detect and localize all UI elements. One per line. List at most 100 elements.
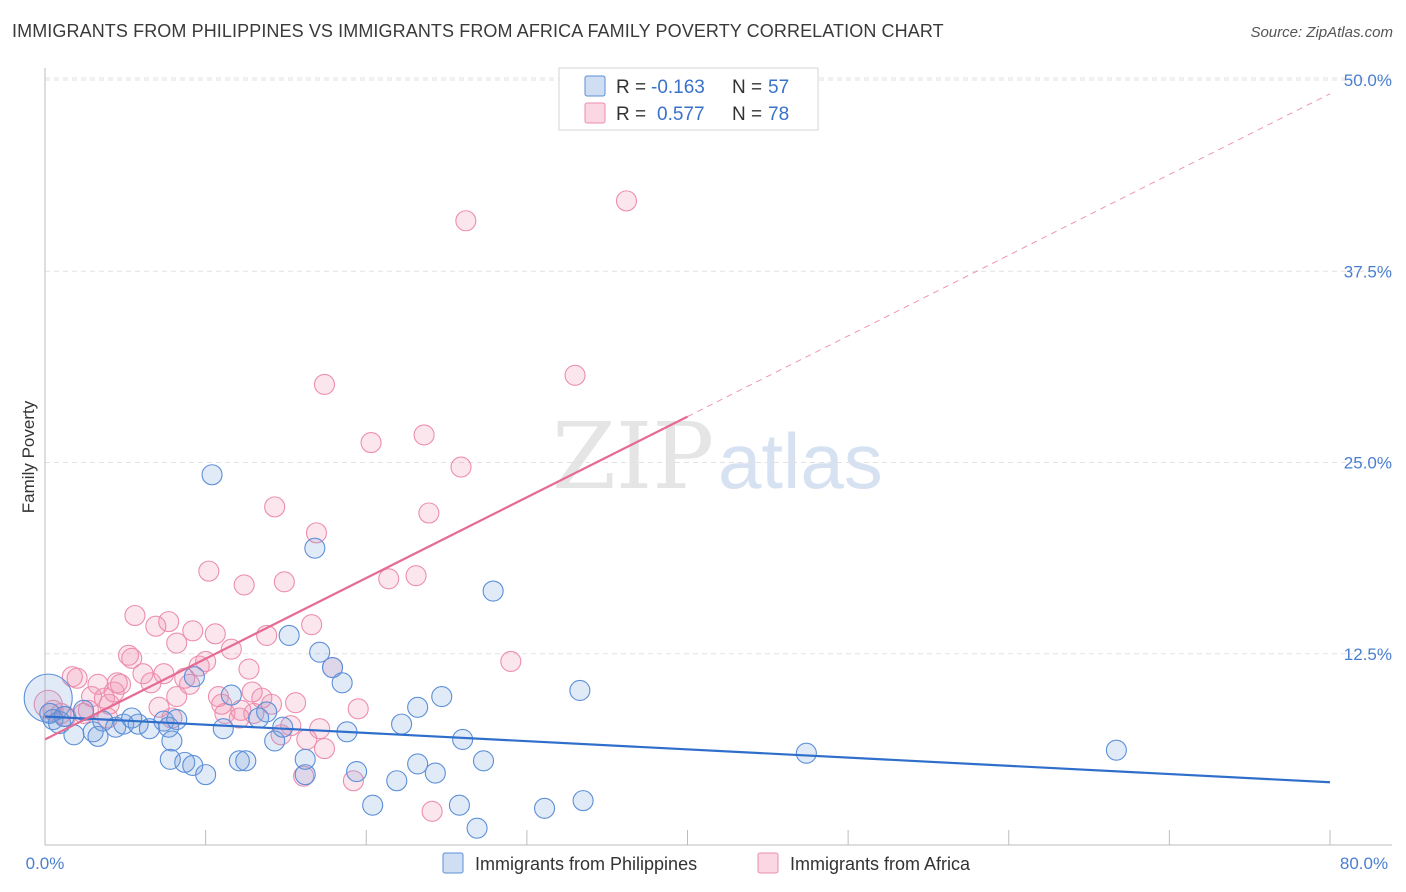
watermark-zip: ZIP (552, 403, 714, 510)
point-philippines (272, 716, 294, 738)
point-philippines (174, 751, 196, 773)
point-africa (66, 667, 88, 689)
y-tick-labels: 12.5% 25.0% 37.5% 50.0% (1344, 71, 1392, 664)
point-africa (117, 644, 140, 666)
point-philippines (391, 713, 413, 735)
x-tick-label-max: 80.0% (1340, 854, 1388, 873)
point-africa (166, 632, 188, 654)
trend-line-africa-extension (687, 93, 1331, 418)
point-africa (204, 623, 226, 645)
point-philippines (795, 742, 817, 764)
point-philippines (424, 762, 446, 784)
y-tick-label: 12.5% (1344, 645, 1392, 664)
legend-blue-r-label: R = (616, 77, 646, 98)
point-philippines (407, 696, 429, 718)
point-africa (238, 658, 260, 680)
point-africa (182, 620, 204, 642)
point-africa (166, 686, 188, 708)
point-philippines (294, 748, 316, 770)
point-africa (615, 190, 638, 212)
legend-swatch-pink (584, 102, 606, 124)
point-philippines (256, 701, 278, 723)
point-africa (378, 568, 400, 590)
point-philippines (472, 750, 495, 772)
bottom-legend-swatch-pink (757, 852, 779, 874)
point-philippines (362, 794, 384, 816)
point-africa (293, 765, 315, 787)
point-africa (124, 604, 146, 627)
point-philippines (278, 624, 300, 646)
point-africa (405, 565, 427, 587)
point-philippines (166, 708, 188, 731)
point-philippines (127, 713, 149, 735)
page-title: IMMIGRANTS FROM PHILIPPINES VS IMMIGRANT… (12, 21, 944, 41)
point-philippines (309, 641, 331, 663)
point-africa (347, 698, 369, 720)
point-africa (413, 424, 435, 446)
point-philippines (331, 672, 353, 694)
point-africa (42, 699, 64, 721)
bottom-legend-philippines: Immigrants from Philippines (475, 854, 697, 874)
point-philippines (1105, 739, 1127, 761)
series-legend: Immigrants from Philippines Immigrants f… (442, 852, 971, 874)
point-africa (418, 502, 440, 524)
point-africa (500, 650, 522, 672)
x-tick-marks (205, 830, 1331, 845)
point-philippines (346, 761, 368, 783)
x-tick-label-min: 0.0% (26, 854, 65, 873)
point-philippines (121, 707, 143, 729)
point-philippines (228, 750, 250, 772)
point-philippines (304, 537, 326, 559)
legend-swatch-blue (584, 75, 606, 97)
point-africa (233, 574, 255, 596)
point-africa (450, 456, 472, 478)
point-philippines (183, 666, 205, 688)
point-philippines (448, 794, 470, 816)
watermark: ZIP atlas (552, 403, 883, 510)
point-africa (264, 496, 286, 518)
point-philippines (321, 656, 344, 679)
legend-blue-r-value: -0.163 (651, 77, 705, 98)
point-philippines (201, 464, 223, 486)
point-africa (360, 432, 382, 454)
point-philippines (572, 790, 594, 812)
trend-line-africa (44, 415, 688, 741)
legend-box (558, 67, 819, 131)
point-philippines (569, 679, 591, 702)
legend-blue-n-label: N = (732, 77, 762, 98)
point-philippines (386, 770, 408, 792)
point-africa (421, 800, 443, 822)
point-africa (158, 611, 180, 633)
point-philippines (407, 753, 429, 775)
point-philippines (220, 684, 242, 706)
point-philippines (431, 686, 453, 708)
legend-pink-r-value: 0.577 (657, 104, 705, 125)
point-africa (455, 210, 477, 232)
point-africa (309, 718, 331, 740)
point-philippines (161, 730, 183, 752)
trend-line-philippines (44, 715, 1331, 784)
point-philippines (235, 750, 257, 772)
point-africa (145, 615, 167, 637)
point-africa (280, 715, 302, 737)
point-africa (230, 699, 252, 721)
y-tick-label: 50.0% (1344, 71, 1392, 90)
point-philippines (452, 728, 474, 750)
y-tick-label: 25.0% (1344, 454, 1392, 473)
point-africa (198, 560, 220, 582)
bottom-legend-africa: Immigrants from Africa (790, 854, 971, 874)
y-axis-title: Family Poverty (19, 400, 38, 513)
legend-pink-n-label: N = (732, 104, 762, 125)
point-africa (109, 673, 132, 695)
legend-blue-n-value: 57 (768, 77, 789, 98)
legend-pink-r-label: R = (616, 104, 646, 125)
point-philippines (533, 797, 556, 819)
point-africa (132, 663, 154, 685)
point-philippines (466, 817, 488, 839)
point-africa (121, 647, 143, 669)
point-africa (313, 373, 336, 396)
point-africa (564, 364, 586, 386)
point-philippines (105, 716, 127, 738)
series-philippines-points (23, 464, 1127, 839)
point-philippines (482, 580, 504, 602)
